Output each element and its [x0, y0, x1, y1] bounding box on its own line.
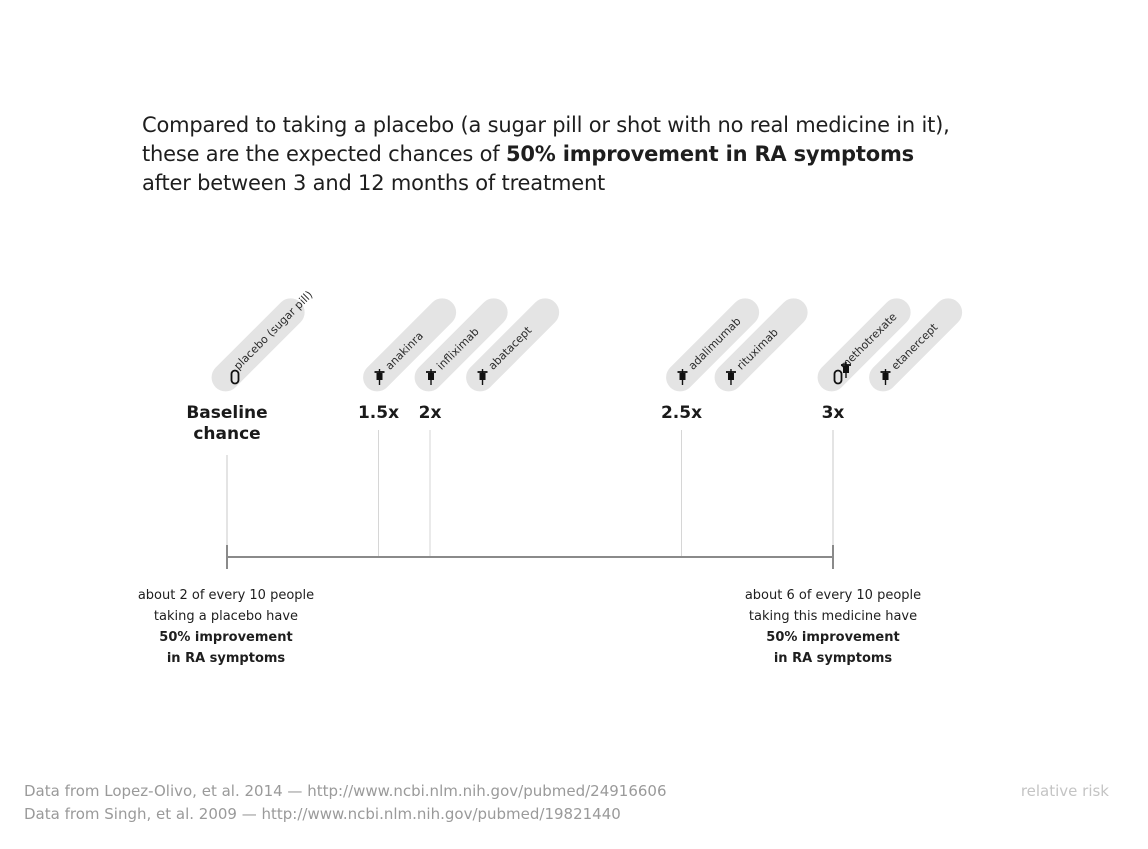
title-line-2-emphasis: 50% improvement in RA symptoms [505, 142, 914, 166]
title-line-1: Compared to taking a placebo (a sugar pi… [142, 113, 950, 137]
tick-label-1-5x: 1.5x [358, 403, 399, 423]
syringe-icon [374, 369, 385, 385]
tick-label-baseline: Baseline chance [186, 403, 267, 444]
caption-baseline-bold2: in RA symptoms [166, 651, 286, 666]
source-lopez-olivo-link[interactable]: Data from Lopez-Olivo, et al. 2014 — htt… [24, 782, 667, 800]
treatment-icon-rituximab [725, 369, 736, 385]
title-line-3: after between 3 and 12 months of treatme… [142, 171, 606, 195]
treatment-badge-bg-abatacept [466, 298, 560, 392]
treatment-icon-adalimumab [677, 369, 688, 385]
treatment-icon-methotrexate [833, 362, 851, 385]
data-sources: Data from Lopez-Olivo, et al. 2014 — htt… [24, 780, 667, 826]
caption-baseline-bold1: 50% improvement [159, 630, 293, 645]
caption-baseline-line2: taking a placebo have [153, 609, 299, 624]
treatment-badge-bg-placebo-sugar-pill [211, 298, 305, 392]
axis-note: relative risk [1020, 782, 1109, 800]
treatment-badge-bg-rituximab [714, 298, 808, 392]
treatment-icon-infliximab [426, 369, 437, 385]
treatment-icon-anakinra [374, 369, 385, 385]
syringe-icon [725, 369, 736, 385]
caption-3x-bold2: in RA symptoms [773, 651, 893, 666]
treatment-badge-bg-anakinra [363, 298, 457, 392]
caption-3x-line1: about 6 of every 10 people [744, 588, 922, 603]
caption-baseline: about 2 of every 10 people taking a plac… [126, 585, 326, 669]
treatment-badge-bg-infliximab [414, 298, 508, 392]
caption-3x-line2: taking this medicine have [748, 609, 918, 624]
chart-title: Compared to taking a placebo (a sugar pi… [142, 111, 1042, 198]
syringe-icon [477, 369, 488, 385]
treatment-icon-etanercept [880, 369, 891, 385]
tick-label-baseline-line1: Baseline [186, 403, 267, 423]
treatment-icon-placebo-sugar-pill [230, 369, 240, 385]
treatment-icon-abatacept [477, 369, 488, 385]
title-line-2-prefix: these are the expected chances of [142, 142, 506, 166]
tick-label-2x: 2x [419, 403, 442, 423]
syringe-icon [880, 369, 891, 385]
caption-baseline-line1: about 2 of every 10 people [137, 588, 315, 603]
tick-label-2-5x: 2.5x [661, 403, 702, 423]
treatment-badge-bg-methotrexate [817, 298, 911, 392]
syringe-icon [426, 369, 437, 385]
syringe-icon [841, 362, 851, 378]
treatment-badge-bg-etanercept [869, 298, 963, 392]
treatment-label-placebo-sugar-pill: placebo (sugar pill) [231, 288, 315, 372]
tick-label-3x: 3x [822, 403, 845, 423]
pill-icon [833, 369, 843, 385]
caption-3x: about 6 of every 10 people taking this m… [733, 585, 933, 669]
source-singh-link[interactable]: Data from Singh, et al. 2009 — http://ww… [24, 805, 621, 823]
syringe-icon [677, 369, 688, 385]
treatment-badge-placebo-sugar-pill: placebo (sugar pill) [211, 288, 315, 392]
caption-3x-bold1: 50% improvement [766, 630, 900, 645]
title-line-2: these are the expected chances of 50% im… [142, 140, 1042, 169]
pill-icon [230, 369, 240, 385]
tick-label-baseline-line2: chance [193, 424, 260, 444]
relative-risk-chart: Baseline chance 1.5x 2x 2.5x 3x placebo (sugar… [186, 288, 963, 569]
treatment-badge-bg-adalimumab [666, 298, 760, 392]
